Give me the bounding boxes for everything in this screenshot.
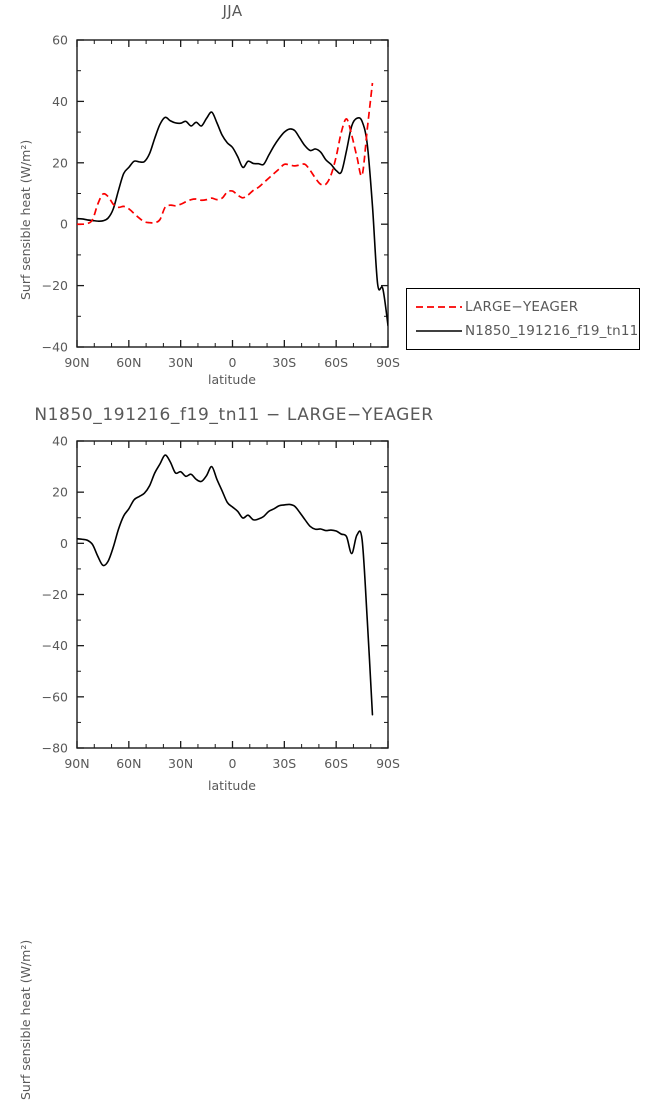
x-tick-label: 90S — [376, 355, 400, 370]
x-tick-label: 60N — [116, 355, 141, 370]
x-tick-label: 60S — [324, 756, 348, 771]
y-tick-label: 60 — [52, 33, 68, 48]
legend-swatch-dashed-red — [416, 306, 462, 308]
y-tick-label: −20 — [42, 278, 68, 293]
y-tick-label: 40 — [52, 434, 68, 449]
y-axis-label-bottom: Surf sensible heat (W/m²) — [18, 939, 33, 1100]
chart-panel-bottom: N1850_191216_f19_tn11 − LARGE−YEAGER Sur… — [0, 400, 648, 1100]
y-tick-label: −40 — [42, 638, 68, 653]
x-tick-label: 30N — [168, 355, 193, 370]
legend-entry-n1850: N1850_191216_f19_tn11 — [407, 319, 639, 343]
x-tick-label: 90N — [64, 756, 89, 771]
x-tick-label: 90S — [376, 756, 400, 771]
y-tick-label: 0 — [60, 217, 68, 232]
chart-title-top: JJA — [222, 2, 243, 20]
legend-swatch-solid-black — [416, 330, 462, 332]
y-tick-label: −60 — [42, 689, 68, 704]
y-tick-label: 0 — [60, 536, 68, 551]
x-tick-label: 30S — [272, 756, 296, 771]
chart-svg-bottom: 90N 60N 30N 0 30S 60S 90S −80 −60 −40 −20 0 20 40 — [42, 434, 400, 772]
x-axis-label-top: latitude — [208, 372, 256, 387]
y-tick-label: −80 — [42, 741, 68, 756]
axes-bottom: 90N 60N 30N 0 30S 60S 90S −80 −60 −40 −20 0 20 40 — [42, 434, 400, 772]
data-lines-top — [77, 82, 388, 327]
y-tick-label: −20 — [42, 587, 68, 602]
x-tick-label: 0 — [229, 756, 237, 771]
y-tick-label: 40 — [52, 94, 68, 109]
series-legend: LARGE−YEAGER N1850_191216_f19_tn11 — [406, 288, 640, 350]
y-tick-label: −40 — [42, 340, 68, 355]
series-line-1 — [77, 82, 374, 226]
x-tick-label: 60S — [324, 355, 348, 370]
data-lines-bottom — [77, 454, 374, 716]
axes-top: 90N 60N 30N 0 30S 60S 90S −40 −20 0 20 40 60 — [42, 33, 400, 371]
legend-entry-large-yeager: LARGE−YEAGER — [407, 295, 639, 319]
y-axis-label-top: Surf sensible heat (W/m²) — [18, 139, 33, 300]
series-line-0 — [77, 454, 374, 716]
y-tick-label: 20 — [52, 485, 68, 500]
legend-label-0: LARGE−YEAGER — [465, 299, 579, 315]
x-tick-label: 30N — [168, 756, 193, 771]
x-tick-label: 30S — [272, 355, 296, 370]
chart-svg-top: 90N 60N 30N 0 30S 60S 90S −40 −20 0 20 40 60 — [42, 33, 400, 371]
y-tick-label: 20 — [52, 155, 68, 170]
x-axis-label-bottom: latitude — [208, 778, 256, 793]
x-tick-label: 60N — [116, 756, 141, 771]
x-tick-label: 90N — [64, 355, 89, 370]
series-line-0 — [77, 111, 388, 327]
legend-label-1: N1850_191216_f19_tn11 — [465, 323, 639, 339]
chart-title-bottom: N1850_191216_f19_tn11 − LARGE−YEAGER — [34, 405, 434, 425]
x-tick-label: 0 — [229, 355, 237, 370]
chart-panel-top: JJA Surf sensible heat (W/m²) latitude 9… — [0, 0, 648, 400]
